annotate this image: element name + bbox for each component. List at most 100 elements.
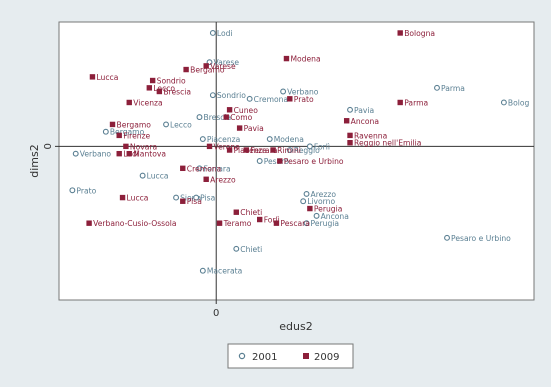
point-2009-28 bbox=[203, 176, 209, 182]
point-label-2001-5: Verbano bbox=[287, 88, 319, 97]
point-2009-7 bbox=[156, 88, 163, 95]
legend: 2001 2009 bbox=[227, 343, 354, 369]
legend-box bbox=[227, 343, 354, 369]
point-label-2001-7: Pavia bbox=[354, 106, 374, 115]
point-label-2009-33: Forlì bbox=[264, 216, 280, 225]
point-label-2009-27: Cremona bbox=[187, 164, 221, 173]
point-label-2009-1: Modena bbox=[290, 55, 320, 64]
point-label-2009-11: Cuneo bbox=[234, 106, 259, 115]
point-2009-1 bbox=[283, 55, 290, 62]
point-2009-33 bbox=[257, 216, 263, 223]
legend-label-2001: 2001 bbox=[252, 352, 277, 363]
point-2001-28 bbox=[199, 267, 206, 274]
point-label-2001-19: Prato bbox=[76, 186, 96, 195]
point-2009-12 bbox=[223, 114, 229, 120]
point-2001-2 bbox=[434, 84, 440, 91]
point-2009-13 bbox=[343, 118, 350, 124]
point-label-2009-32: Perugia bbox=[314, 205, 343, 214]
x-axis-label: edus2 bbox=[279, 320, 312, 333]
point-2001-8 bbox=[196, 114, 203, 121]
point-label-2001-25: Perugia bbox=[311, 219, 340, 228]
point-2009-16 bbox=[116, 132, 122, 139]
y-tick-label: 0 bbox=[43, 143, 54, 149]
axis-ticks: 00 bbox=[43, 143, 219, 319]
point-2009-24 bbox=[243, 147, 250, 153]
point-label-2009-25: Rimini bbox=[277, 146, 301, 155]
point-2009-6 bbox=[146, 85, 153, 91]
point-2009-22 bbox=[126, 150, 132, 157]
point-2009-2 bbox=[203, 63, 209, 69]
point-label-2009-7: Brescia bbox=[163, 88, 191, 97]
point-label-2009-36: Pescara bbox=[280, 219, 310, 228]
point-2001-16 bbox=[256, 158, 263, 164]
point-label-2009-34: Verbano-Cusio-Ossola bbox=[93, 219, 176, 228]
plot-area bbox=[58, 21, 535, 301]
point-2009-8 bbox=[126, 99, 132, 106]
point-2001-9 bbox=[163, 121, 169, 128]
point-2001-22 bbox=[303, 190, 310, 197]
point-label-2009-16: Firenze bbox=[123, 131, 150, 140]
point-2009-3 bbox=[183, 66, 189, 73]
point-label-2001-27: Chieti bbox=[240, 245, 262, 254]
point-label-2009-5: Sondrio bbox=[157, 77, 186, 86]
point-2001-20 bbox=[173, 194, 180, 201]
point-label-2001-17: Ferrara bbox=[203, 164, 230, 173]
point-2009-23 bbox=[226, 147, 233, 153]
point-2009-35 bbox=[216, 220, 223, 226]
point-label-2001-15: Reggio bbox=[294, 146, 320, 155]
point-label-2001-13: Verbano bbox=[80, 150, 112, 159]
point-label-2001-3: Bolog bbox=[508, 98, 530, 107]
point-label-2009-14: Pavia bbox=[244, 124, 264, 133]
point-2009-26 bbox=[277, 158, 283, 164]
point-label-2001-26: Pesaro e Urbino bbox=[451, 234, 511, 243]
point-label-2001-14: Forlì bbox=[314, 142, 330, 151]
point-label-2001-18: Lucca bbox=[147, 172, 169, 181]
point-label-2001-4: Sondrio bbox=[217, 91, 246, 100]
point-2001-19 bbox=[69, 187, 76, 194]
y-axis-label: dims2 bbox=[28, 144, 41, 177]
point-2001-23 bbox=[300, 198, 307, 205]
point-label-2001-21: Pisa bbox=[200, 194, 215, 203]
point-label-2009-2: Varese bbox=[210, 62, 236, 71]
point-2001-25 bbox=[303, 220, 310, 227]
point-label-2009-10: Parma bbox=[404, 98, 428, 107]
point-2009-18 bbox=[347, 140, 353, 146]
point-label-2001-8: Brescia bbox=[203, 113, 231, 122]
point-label-2009-6: Lecco bbox=[153, 84, 175, 93]
point-2001-3 bbox=[500, 99, 507, 106]
point-label-2001-2: Parma bbox=[441, 84, 465, 93]
x-tick-label: 0 bbox=[213, 308, 219, 319]
point-label-2009-19: Novara bbox=[130, 142, 157, 151]
point-label-2001-28: Macerata bbox=[207, 267, 242, 276]
point-2009-4 bbox=[89, 74, 96, 80]
point-2009-25 bbox=[270, 147, 276, 153]
point-label-2009-4: Lucca bbox=[96, 73, 118, 82]
point-label-2009-26: Pesaro e Urbino bbox=[284, 157, 344, 166]
point-2001-24 bbox=[313, 212, 320, 219]
point-label-2009-29: Lucca bbox=[127, 194, 149, 203]
point-label-2009-8: Vicenza bbox=[133, 98, 162, 107]
point-2009-20 bbox=[206, 143, 213, 150]
point-label-2001-9: Lecco bbox=[170, 120, 192, 129]
point-label-2009-15: Bergamo bbox=[117, 120, 152, 129]
point-2001-14 bbox=[306, 143, 313, 150]
point-2001-21 bbox=[193, 194, 200, 201]
point-label-2009-18: Reggio nell'Emilia bbox=[354, 139, 421, 148]
point-2001-11 bbox=[266, 136, 273, 143]
point-label-2001-1: Varese bbox=[214, 58, 240, 67]
point-2009-19 bbox=[123, 143, 129, 150]
point-label-2001-24: Ancona bbox=[321, 212, 349, 221]
point-2009-29 bbox=[119, 194, 126, 201]
point-2009-17 bbox=[347, 132, 353, 139]
point-label-2009-20: Verona bbox=[214, 142, 240, 151]
point-2001-10 bbox=[102, 128, 109, 135]
point-label-2009-9: Prato bbox=[294, 95, 314, 104]
point-2009-31 bbox=[233, 209, 239, 215]
legend-label-2009: 2009 bbox=[314, 352, 339, 363]
point-2001-15 bbox=[286, 147, 293, 153]
point-2001-0 bbox=[209, 30, 216, 36]
point-2001-26 bbox=[444, 234, 450, 241]
point-label-2009-28: Arezzo bbox=[210, 175, 236, 184]
